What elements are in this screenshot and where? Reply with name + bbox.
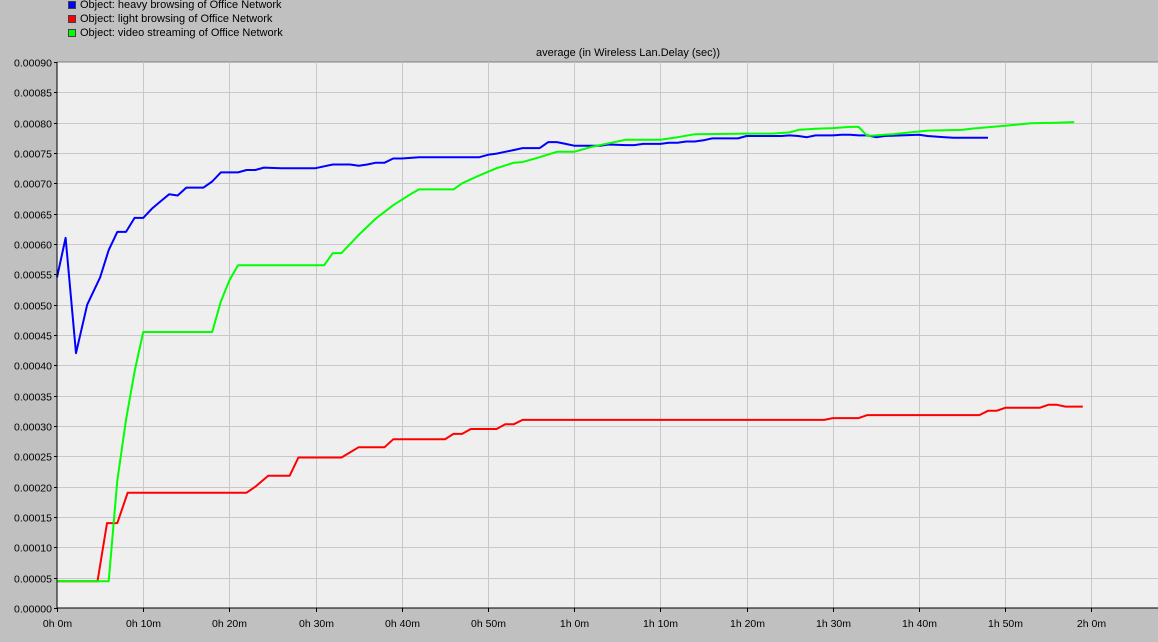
x-tick-label: 0h 40m	[385, 618, 420, 630]
legend-item-light-browsing: Object: light browsing of Office Network	[68, 12, 272, 26]
y-tick-label: 0.00075	[14, 149, 52, 161]
x-tick-label: 1h 0m	[560, 618, 589, 630]
series-line-2	[57, 403, 1083, 583]
legend-label: Object: heavy browsing of Office Network	[80, 0, 282, 11]
legend: Object: heavy browsing of Office Network…	[0, 0, 1158, 46]
x-tick-label: 0h 30m	[299, 618, 334, 630]
series-line-1	[56, 133, 988, 355]
y-tick-label: 0.00045	[14, 331, 52, 343]
x-tick-label: 1h 30m	[816, 618, 851, 630]
legend-swatch-green	[68, 29, 76, 37]
y-tick-label: 0.00055	[14, 270, 52, 282]
legend-swatch-red	[68, 15, 76, 23]
y-tick-label: 0.00000	[14, 604, 52, 616]
y-tick-label: 0.00040	[14, 361, 52, 373]
y-tick-label: 0.00020	[14, 483, 52, 495]
y-tick-label: 0.00010	[14, 543, 52, 555]
x-tick-label: 2h 0m	[1077, 618, 1106, 630]
y-tick-label: 0.00025	[14, 452, 52, 464]
y-tick-label: 0.00080	[14, 119, 52, 131]
legend-label: Object: light browsing of Office Network	[80, 13, 273, 25]
x-tick-label: 1h 40m	[902, 618, 937, 630]
legend-item-video-streaming: Object: video streaming of Office Networ…	[68, 26, 283, 40]
y-tick-label: 0.00065	[14, 210, 52, 222]
y-tick-label: 0.00085	[14, 88, 52, 100]
x-ticks: 0h 0m 0h 10m 0h 20m 0h 30m 0h 40m 0h 50m 1h 0m…	[43, 608, 1106, 630]
series-lines	[56, 121, 1083, 583]
y-tick-label: 0.00060	[14, 240, 52, 252]
y-tick-label: 0.00015	[14, 513, 52, 525]
legend-label: Object: video streaming of Office Networ…	[80, 27, 283, 39]
x-tick-label: 0h 50m	[471, 618, 506, 630]
x-tick-label: 1h 50m	[988, 618, 1023, 630]
y-tick-label: 0.00005	[14, 574, 52, 586]
y-tick-label: 0.00035	[14, 392, 52, 404]
x-tick-label: 1h 10m	[643, 618, 678, 630]
line-chart: average (in Wireless Lan.Delay (sec)) 0.…	[0, 46, 1158, 642]
legend-item-heavy-browsing: Object: heavy browsing of Office Network	[68, 0, 282, 12]
y-tick-label: 0.00050	[14, 301, 52, 313]
x-tick-label: 0h 0m	[43, 618, 72, 630]
y-tick-label: 0.00070	[14, 179, 52, 191]
x-tick-label: 1h 20m	[730, 618, 765, 630]
legend-swatch-blue	[68, 1, 76, 9]
chart-title: average (in Wireless Lan.Delay (sec))	[536, 47, 720, 59]
y-tick-label: 0.00030	[14, 422, 52, 434]
y-tick-label: 0.00090	[14, 58, 52, 70]
x-tick-label: 0h 20m	[212, 618, 247, 630]
x-tick-label: 0h 10m	[126, 618, 161, 630]
y-ticks: 0.00090 0.00085 0.00080 0.00075 0.00070 0.000…	[14, 58, 57, 616]
series-line-3	[57, 121, 1075, 583]
